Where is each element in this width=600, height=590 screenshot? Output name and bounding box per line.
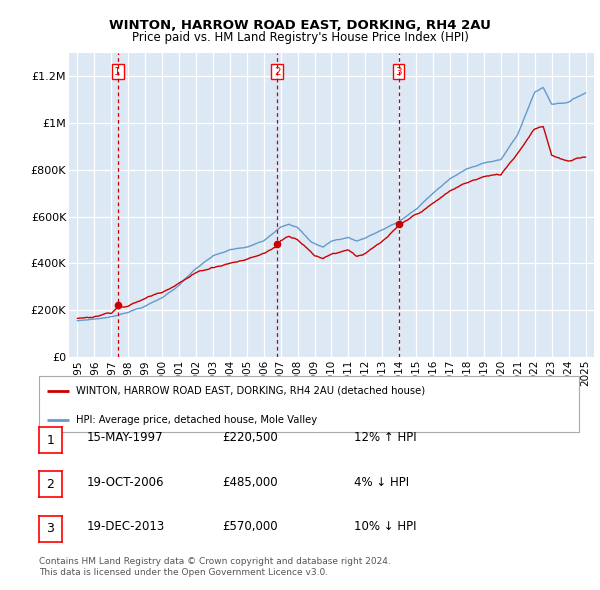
Text: 3: 3 [46,522,55,535]
Text: 19-DEC-2013: 19-DEC-2013 [87,520,165,533]
Text: 15-MAY-1997: 15-MAY-1997 [87,431,164,444]
Text: This data is licensed under the Open Government Licence v3.0.: This data is licensed under the Open Gov… [39,568,328,577]
Text: 2: 2 [46,478,55,491]
Text: £485,000: £485,000 [222,476,278,489]
Text: 2: 2 [274,67,280,77]
Text: 10% ↓ HPI: 10% ↓ HPI [354,520,416,533]
Text: 3: 3 [395,67,402,77]
Text: 19-OCT-2006: 19-OCT-2006 [87,476,164,489]
Text: 4% ↓ HPI: 4% ↓ HPI [354,476,409,489]
Text: 1: 1 [114,67,121,77]
Text: Contains HM Land Registry data © Crown copyright and database right 2024.: Contains HM Land Registry data © Crown c… [39,558,391,566]
Text: £570,000: £570,000 [222,520,278,533]
Text: WINTON, HARROW ROAD EAST, DORKING, RH4 2AU: WINTON, HARROW ROAD EAST, DORKING, RH4 2… [109,19,491,32]
Text: WINTON, HARROW ROAD EAST, DORKING, RH4 2AU (detached house): WINTON, HARROW ROAD EAST, DORKING, RH4 2… [76,386,425,396]
Text: 12% ↑ HPI: 12% ↑ HPI [354,431,416,444]
Text: £220,500: £220,500 [222,431,278,444]
Text: 1: 1 [46,434,55,447]
Text: Price paid vs. HM Land Registry's House Price Index (HPI): Price paid vs. HM Land Registry's House … [131,31,469,44]
Text: HPI: Average price, detached house, Mole Valley: HPI: Average price, detached house, Mole… [76,415,317,425]
